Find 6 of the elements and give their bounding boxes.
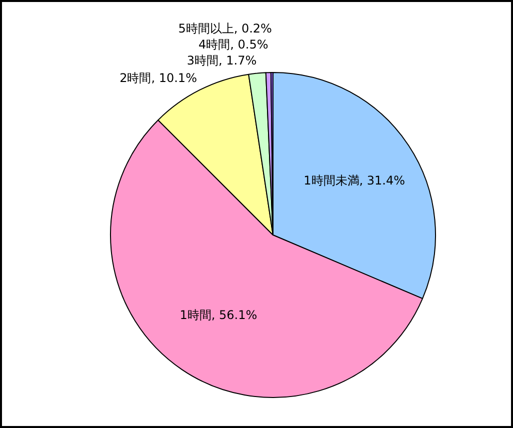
slice-label: 2時間, 10.1% [120,70,197,85]
slice-label: 1時間未満, 31.4% [304,173,406,188]
slice-label: 5時間以上, 0.2% [178,21,272,36]
slice-label: 3時間, 1.7% [186,53,257,68]
slice-label: 1時間, 56.1% [180,308,258,322]
slice-label: 4時間, 0.5% [198,37,268,52]
